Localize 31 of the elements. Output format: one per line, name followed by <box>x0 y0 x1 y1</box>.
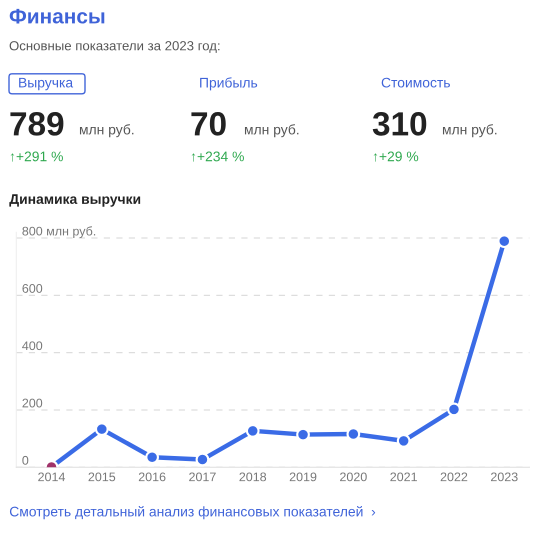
x-tick-label: 2014 <box>38 472 66 482</box>
text: Смотреть детальный анализ финансовых показателей › <box>10 506 376 520</box>
x-tick-label: 2019 <box>290 472 316 482</box>
x-tick-label: 2022 <box>440 472 468 482</box>
text: ↑+29 % <box>374 152 418 162</box>
x-tick-label: 2017 <box>189 472 216 482</box>
y-tick-label: 600 <box>22 284 42 293</box>
x-tick-label: 2021 <box>390 472 417 482</box>
text: Основные показатели за 2023 год: <box>10 41 220 53</box>
x-tick-label: 2020 <box>340 472 367 482</box>
text: млн руб. <box>442 124 496 138</box>
x-tick-label: 2018 <box>239 472 266 482</box>
text: Выручка <box>19 78 74 90</box>
text: Прибыль <box>200 77 258 90</box>
chart-title: Динамика выручки <box>9 194 140 207</box>
x-tick-label: 2015 <box>88 472 116 482</box>
text: Финансы <box>10 8 104 24</box>
x-tick-label: 2023 <box>491 472 518 482</box>
text: 310 <box>372 112 426 136</box>
text: Стоимость <box>382 78 450 88</box>
y-tick-label: 0 <box>22 456 28 465</box>
y-tick-label: 400 <box>22 341 42 350</box>
text: 789 <box>10 112 64 136</box>
text: млн руб. <box>244 124 298 138</box>
x-tick-label: 2016 <box>138 472 166 482</box>
y-tick-label: 200 <box>22 398 42 408</box>
text: ↑+234 % <box>192 152 244 162</box>
text: 70 <box>191 112 226 136</box>
text: ↑+291 % <box>10 152 63 162</box>
y-tick-label: 800 млн руб. <box>22 226 96 238</box>
text: млн руб. <box>80 124 134 138</box>
